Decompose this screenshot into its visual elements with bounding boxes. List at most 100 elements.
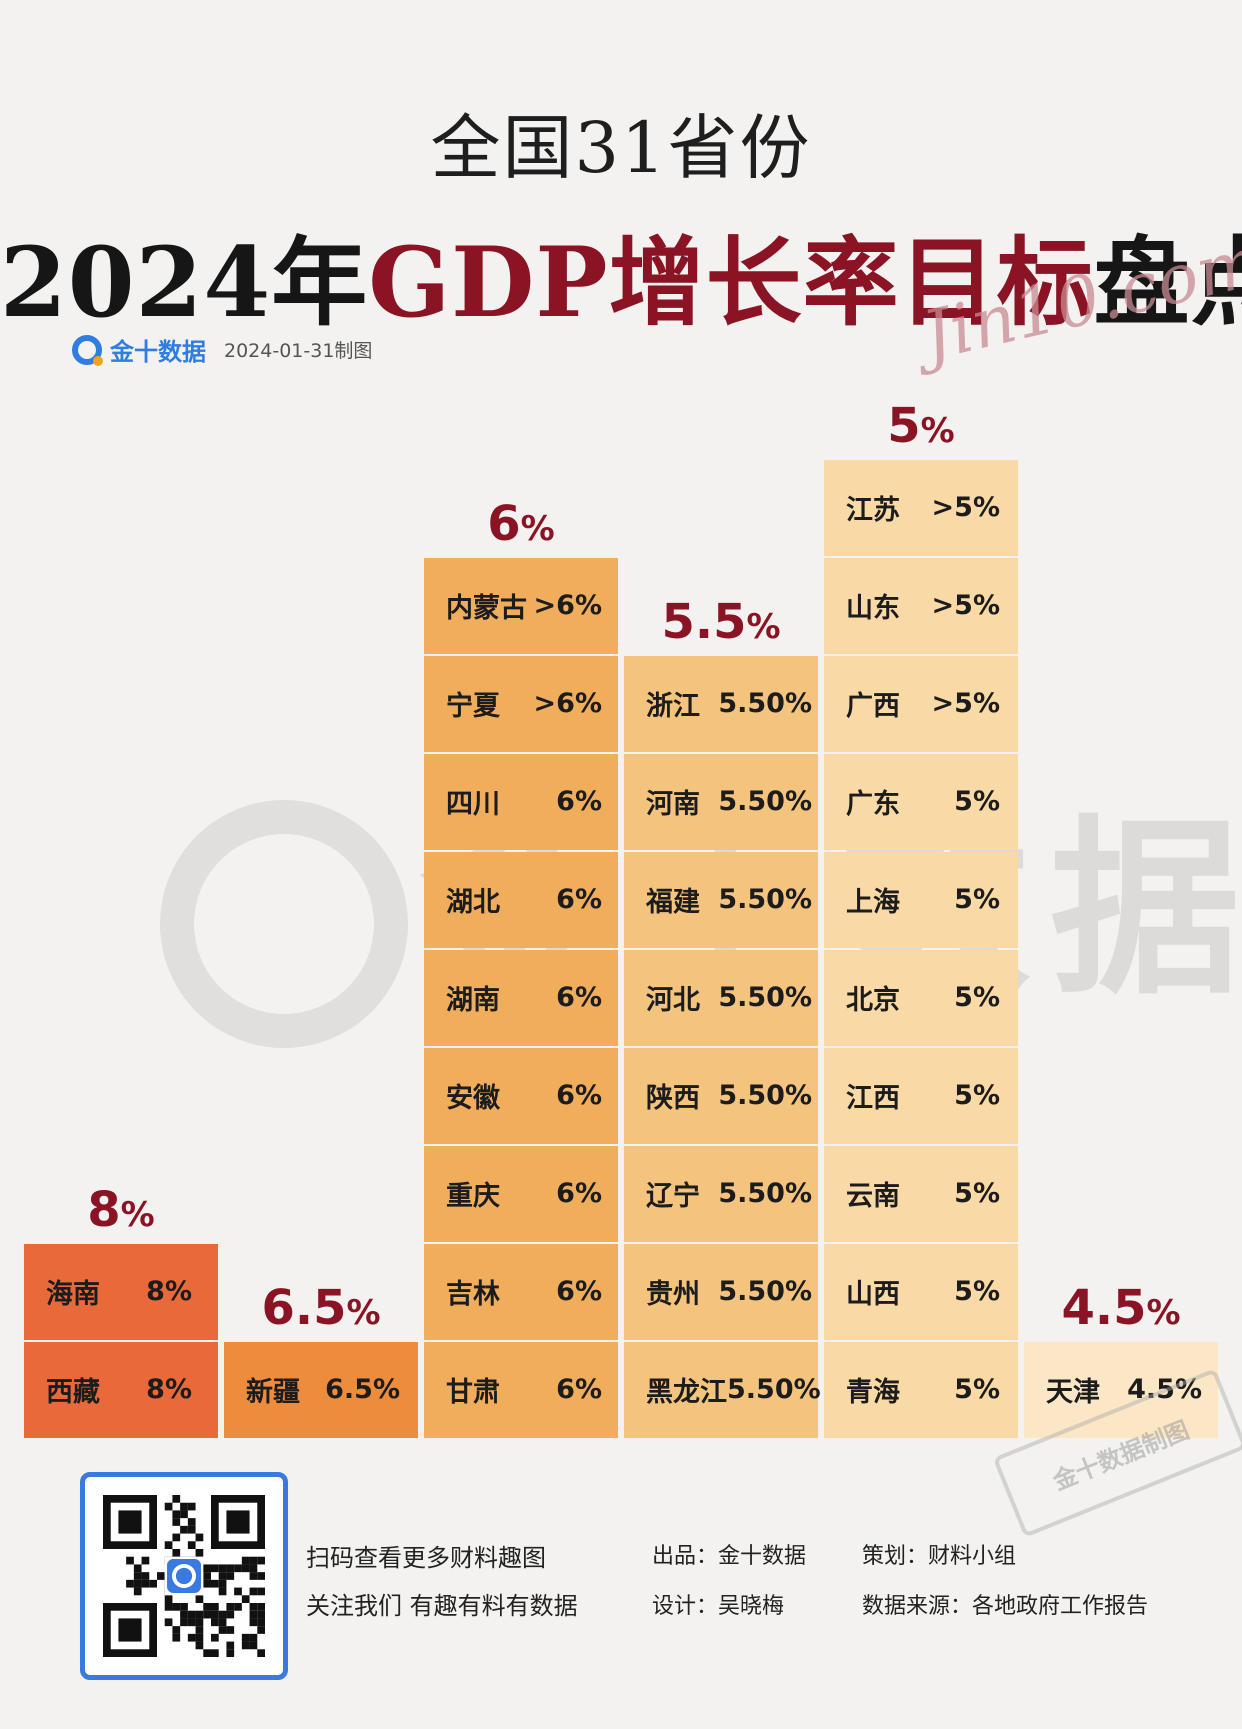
province-target-value: 5% <box>954 982 1000 1014</box>
province-target-value: 5.50% <box>727 1374 821 1406</box>
title-gdp: GDP增长率目标 <box>368 226 1094 339</box>
province-tile: 北京 5% <box>824 950 1018 1046</box>
province-target-value: 5.50% <box>718 1276 812 1308</box>
province-name: 江西 <box>846 1083 900 1115</box>
province-tile: 广西 >5% <box>824 656 1018 752</box>
group-label-percent: % <box>520 509 555 549</box>
province-tile: 辽宁 5.50% <box>624 1146 818 1242</box>
province-name: 重庆 <box>446 1181 500 1213</box>
province-target-value: >5% <box>931 688 1000 720</box>
province-name: 广西 <box>846 691 900 723</box>
group-label-4: 5% <box>824 396 1018 461</box>
footer-scan-line1: 扫码查看更多财料趣图 <box>306 1544 546 1572</box>
qr-code[interactable] <box>80 1472 288 1680</box>
footer-scan-line2: 关注我们 有趣有料有数据 <box>306 1592 578 1620</box>
group-label-number: 5 <box>887 398 921 454</box>
province-target-value: 5.50% <box>718 1080 812 1112</box>
group-label-number: 6 <box>487 496 521 552</box>
province-tile: 西藏 8% <box>24 1342 218 1438</box>
province-name: 宁夏 <box>446 691 500 723</box>
province-target-value: >5% <box>931 492 1000 524</box>
group-label-2: 6% <box>424 494 618 559</box>
province-name: 河北 <box>646 985 700 1017</box>
province-name: 河南 <box>646 789 700 821</box>
province-tile: 宁夏 >6% <box>424 656 618 752</box>
qr-pattern-icon <box>103 1495 265 1657</box>
group-label-number: 8 <box>87 1182 121 1238</box>
province-target-value: 6% <box>556 1178 602 1210</box>
province-name: 辽宁 <box>646 1181 700 1213</box>
group-label-number: 4.5 <box>1061 1280 1147 1336</box>
title-review: 盘点 <box>1093 226 1242 339</box>
province-tile: 山东 >5% <box>824 558 1018 654</box>
province-name: 吉林 <box>446 1279 500 1311</box>
province-tile: 青海 5% <box>824 1342 1018 1438</box>
province-tile: 内蒙古 >6% <box>424 558 618 654</box>
footer-producer: 出品：金十数据 <box>652 1544 807 1569</box>
footer-source: 数据来源：各地政府工作报告 <box>862 1594 1149 1619</box>
province-tile: 贵州 5.50% <box>624 1244 818 1340</box>
province-target-value: 6.5% <box>325 1374 400 1406</box>
footer-designer: 设计：吴晓梅 <box>652 1594 785 1619</box>
province-tile: 河南 5.50% <box>624 754 818 850</box>
province-name: 浙江 <box>646 691 700 723</box>
province-name: 安徽 <box>446 1083 500 1115</box>
province-name: 陕西 <box>646 1083 700 1115</box>
province-name: 北京 <box>846 985 900 1017</box>
province-target-value: 5.50% <box>718 884 812 916</box>
province-target-value: 6% <box>556 1276 602 1308</box>
province-name: 四川 <box>446 789 500 821</box>
province-name: 青海 <box>846 1377 900 1409</box>
watermark-logo-icon <box>160 800 408 1048</box>
province-tile: 天津 4.5% <box>1024 1342 1218 1438</box>
province-tile: 海南 8% <box>24 1244 218 1340</box>
province-tile: 上海 5% <box>824 852 1018 948</box>
brand-name: 金十数据 <box>110 338 206 366</box>
group-label-5: 4.5% <box>1024 1278 1218 1343</box>
province-target-value: >6% <box>533 688 602 720</box>
province-target-value: 5% <box>954 884 1000 916</box>
province-name: 西藏 <box>46 1377 100 1409</box>
group-label-number: 6.5 <box>261 1280 347 1336</box>
province-target-value: >6% <box>533 590 602 622</box>
province-target-value: 5% <box>954 1374 1000 1406</box>
province-target-value: 5.50% <box>718 786 812 818</box>
province-name: 湖北 <box>446 887 500 919</box>
province-target-value: 5.50% <box>718 1178 812 1210</box>
province-name: 甘肃 <box>446 1377 500 1409</box>
province-target-value: 8% <box>146 1276 192 1308</box>
province-name: 福建 <box>646 887 700 919</box>
province-tile: 安徽 6% <box>424 1048 618 1144</box>
group-label-percent: % <box>120 1195 155 1235</box>
province-target-value: >5% <box>931 590 1000 622</box>
province-target-value: 5% <box>954 1276 1000 1308</box>
province-tile: 湖南 6% <box>424 950 618 1046</box>
province-name: 天津 <box>1046 1377 1100 1409</box>
province-target-value: 6% <box>556 884 602 916</box>
province-tile: 浙江 5.50% <box>624 656 818 752</box>
province-target-value: 5% <box>954 1178 1000 1210</box>
footer-planner: 策划：财料小组 <box>862 1544 1017 1569</box>
province-name: 山东 <box>846 593 900 625</box>
province-tile: 湖北 6% <box>424 852 618 948</box>
group-label-percent: % <box>920 411 955 451</box>
brand-bar: 金十数据 2024-01-31制图 <box>72 332 372 367</box>
province-target-value: 5.50% <box>718 688 812 720</box>
province-name: 上海 <box>846 887 900 919</box>
province-name: 江苏 <box>846 495 900 527</box>
group-label-1: 6.5% <box>224 1278 418 1343</box>
province-name: 新疆 <box>246 1377 300 1409</box>
group-label-percent: % <box>346 1293 381 1333</box>
province-tile: 四川 6% <box>424 754 618 850</box>
province-tile: 江苏 >5% <box>824 460 1018 556</box>
province-name: 山西 <box>846 1279 900 1311</box>
title-year: 2024年 <box>0 226 369 339</box>
group-label-3: 5.5% <box>624 592 818 657</box>
province-target-value: 8% <box>146 1374 192 1406</box>
title-line1: 全国31省份 <box>430 107 812 189</box>
province-name: 湖南 <box>446 985 500 1017</box>
province-tile: 甘肃 6% <box>424 1342 618 1438</box>
province-name: 内蒙古 <box>446 593 527 625</box>
province-tile: 吉林 6% <box>424 1244 618 1340</box>
province-tile: 福建 5.50% <box>624 852 818 948</box>
